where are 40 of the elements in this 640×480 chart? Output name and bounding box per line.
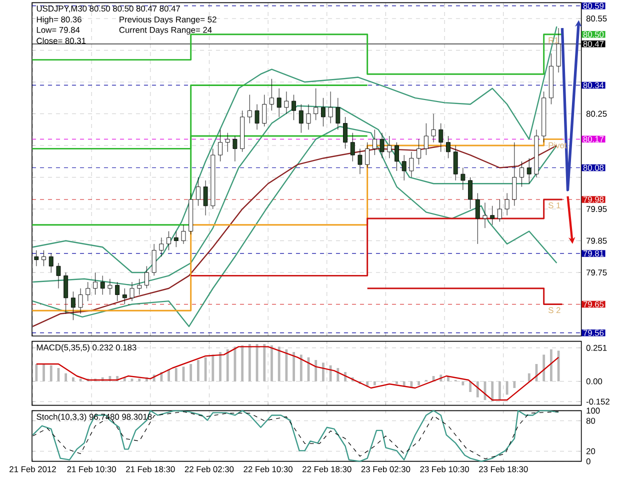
x-tick-label: 22 Feb 02:30 (184, 466, 234, 472)
y-tick-label: 100 (586, 408, 600, 414)
x-tick-label: 23 Feb 18:30 (479, 466, 528, 472)
y-tick-label: 80.55 (586, 16, 607, 22)
y-tick-label: 80 (586, 418, 596, 424)
annotation: High= 80.36 (36, 16, 82, 24)
annotation: Current Days Range= 24 (119, 26, 212, 35)
x-tick-label: 22 Feb 10:30 (244, 466, 292, 472)
y-tick-label: 80.25 (586, 110, 607, 117)
annotation: S 2 (548, 307, 560, 314)
ref-line-label: 80.08 (583, 164, 604, 171)
y-tick-label: -0.152 (586, 398, 610, 405)
y-tick-label: 20 (586, 448, 596, 454)
y-tick-label: 0 (586, 458, 590, 464)
x-tick-label: 21 Feb 2012 (10, 466, 56, 472)
annotation: Previous Days Range= 52 (120, 16, 216, 24)
ref-line-label: 80.47 (583, 40, 604, 47)
x-tick-label: 23 Feb 02:30 (361, 466, 410, 472)
x-tick-label: 23 Feb 10:30 (420, 466, 469, 472)
ref-line-label: 80.17 (583, 136, 604, 142)
y-tick-label: 0.251 (586, 344, 607, 351)
ref-line-label: 79.98 (583, 196, 604, 202)
y-tick-label: 79.95 (586, 206, 607, 212)
data-label: 80.50 (583, 31, 604, 38)
x-tick-label: 22 Feb 18:30 (302, 466, 352, 472)
ref-line-label: 79.65 (583, 301, 604, 308)
x-tick-label: 21 Feb 18:30 (126, 466, 175, 472)
ref-line-label: 80.59 (583, 2, 604, 9)
y-tick-label: 0.00 (586, 378, 602, 384)
ref-line-label: 80.34 (583, 82, 604, 88)
annotation: Low= 79.84 (36, 26, 80, 33)
ref-line-label: 79.81 (583, 250, 604, 256)
x-tick-label: 21 Feb 10:30 (67, 466, 116, 472)
annotation: S 1 (548, 202, 560, 208)
chart-title: USDJPY,M30 80.50 80.50 80.47 80.47 (36, 6, 180, 13)
annotation: Close= 80.31 (36, 38, 86, 44)
chart-title: MACD(5,35,5) 0.232 0.183 (36, 344, 136, 352)
ref-line-label: 79.56 (583, 330, 604, 336)
y-tick-label: 79.85 (586, 238, 607, 244)
y-tick-label: 79.75 (586, 270, 607, 276)
